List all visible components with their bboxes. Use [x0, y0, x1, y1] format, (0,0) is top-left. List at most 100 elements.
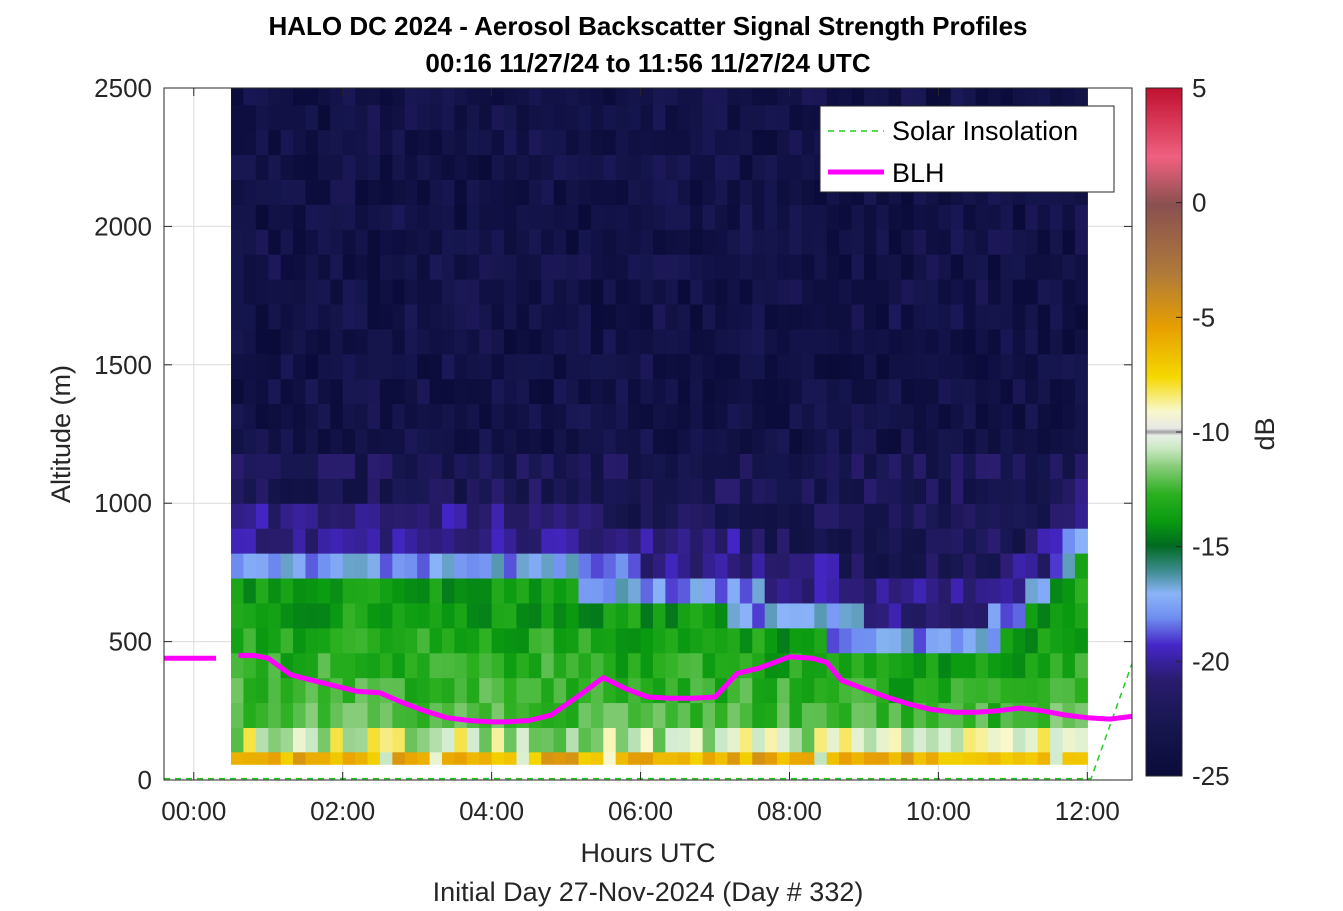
heatmap-cell	[1012, 403, 1026, 430]
heatmap-cell	[367, 503, 381, 529]
heatmap-cell	[1012, 428, 1026, 454]
heatmap-cell	[727, 528, 741, 554]
heatmap-cell	[652, 179, 666, 205]
heatmap-cell	[715, 104, 729, 131]
heatmap-cell	[1012, 278, 1026, 305]
heatmap-cell	[938, 328, 952, 355]
heatmap-cell	[417, 229, 431, 255]
heatmap-cell	[814, 303, 828, 330]
heatmap-cell	[516, 328, 530, 355]
heatmap-cell	[305, 204, 319, 230]
heatmap-cell	[814, 453, 828, 479]
heatmap-cell	[963, 403, 977, 430]
heatmap-cell	[479, 303, 493, 330]
heatmap-cell	[603, 328, 617, 355]
heatmap-cell	[739, 179, 753, 205]
heatmap-cell	[590, 104, 604, 131]
heatmap-cell	[367, 652, 381, 679]
heatmap-cell	[603, 179, 617, 205]
heatmap-cell	[752, 278, 766, 305]
heatmap-cell	[764, 627, 778, 654]
chart-subtitle: 00:16 11/27/24 to 11:56 11/27/24 UTC	[425, 48, 870, 78]
heatmap-cell	[441, 627, 455, 654]
heatmap-cell	[566, 478, 580, 504]
heatmap-cell	[690, 403, 704, 430]
heatmap-cell	[963, 503, 977, 529]
heatmap-cell	[963, 702, 977, 729]
heatmap-cell	[665, 727, 679, 753]
heatmap-cell	[566, 229, 580, 255]
heatmap-cell	[702, 453, 716, 479]
heatmap-cell	[454, 428, 468, 454]
heatmap-cell	[814, 278, 828, 305]
heatmap-cell	[305, 727, 319, 753]
heatmap-cell	[640, 129, 654, 156]
heatmap-cell	[1012, 303, 1026, 330]
heatmap-cell	[901, 528, 915, 554]
heatmap-cell	[640, 204, 654, 230]
heatmap-cell	[628, 503, 642, 529]
heatmap-cell	[677, 602, 691, 629]
heatmap-cell	[913, 428, 927, 454]
heatmap-cell	[355, 154, 369, 180]
heatmap-cell	[652, 88, 666, 106]
heatmap-cell	[454, 727, 468, 753]
heatmap-cell	[305, 278, 319, 305]
heatmap-cell	[988, 453, 1002, 479]
heatmap-cell	[590, 702, 604, 729]
heatmap-cell	[367, 428, 381, 454]
heatmap-cell	[1050, 353, 1064, 380]
heatmap-cell	[504, 154, 518, 180]
heatmap-cell	[231, 702, 245, 729]
heatmap-cell	[293, 702, 307, 729]
heatmap-cell	[876, 727, 890, 753]
heatmap-cell	[491, 677, 505, 704]
heatmap-cell	[826, 229, 840, 255]
heatmap-cell	[491, 328, 505, 355]
heatmap-cell	[268, 478, 282, 504]
heatmap-cell	[268, 727, 282, 753]
heatmap-cell	[367, 104, 381, 131]
heatmap-cell	[429, 727, 443, 753]
heatmap-cell	[1025, 478, 1039, 504]
heatmap-cell	[950, 428, 964, 454]
heatmap-cell	[863, 528, 877, 554]
heatmap-cell	[702, 303, 716, 330]
heatmap-cell	[355, 652, 369, 679]
heatmap-cell	[280, 154, 294, 180]
heatmap-cell	[590, 353, 604, 380]
heatmap-cell	[429, 328, 443, 355]
heatmap-cell	[975, 602, 989, 629]
heatmap-cell	[491, 453, 505, 479]
heatmap-cell	[255, 602, 269, 629]
x-tick-label: 08:00	[757, 796, 822, 826]
heatmap-cell	[454, 179, 468, 205]
heatmap-cell	[528, 179, 542, 205]
heatmap-cell	[640, 727, 654, 753]
heatmap-cell	[417, 652, 431, 679]
heatmap-cell	[541, 278, 555, 305]
heatmap-cell	[541, 602, 555, 629]
heatmap-cell	[690, 553, 704, 579]
heatmap-cell	[1025, 677, 1039, 704]
heatmap-cell	[950, 577, 964, 604]
heatmap-cell	[640, 403, 654, 430]
heatmap-cell	[925, 528, 939, 554]
heatmap-cell	[913, 503, 927, 529]
heatmap-cell	[851, 702, 865, 729]
heatmap-cell	[466, 577, 480, 604]
heatmap-cell	[777, 677, 791, 704]
heatmap-cell	[231, 428, 245, 454]
heatmap-cell	[1050, 677, 1064, 704]
heatmap-cell	[541, 353, 555, 380]
heatmap-cell	[975, 503, 989, 529]
heatmap-cell	[355, 528, 369, 554]
heatmap-cell	[255, 403, 269, 430]
heatmap-cell	[975, 229, 989, 255]
heatmap-cell	[441, 428, 455, 454]
heatmap-cell	[392, 478, 406, 504]
heatmap-cell	[727, 428, 741, 454]
x-tick-label: 00:00	[161, 796, 226, 826]
heatmap-cell	[305, 503, 319, 529]
heatmap-cell	[330, 303, 344, 330]
